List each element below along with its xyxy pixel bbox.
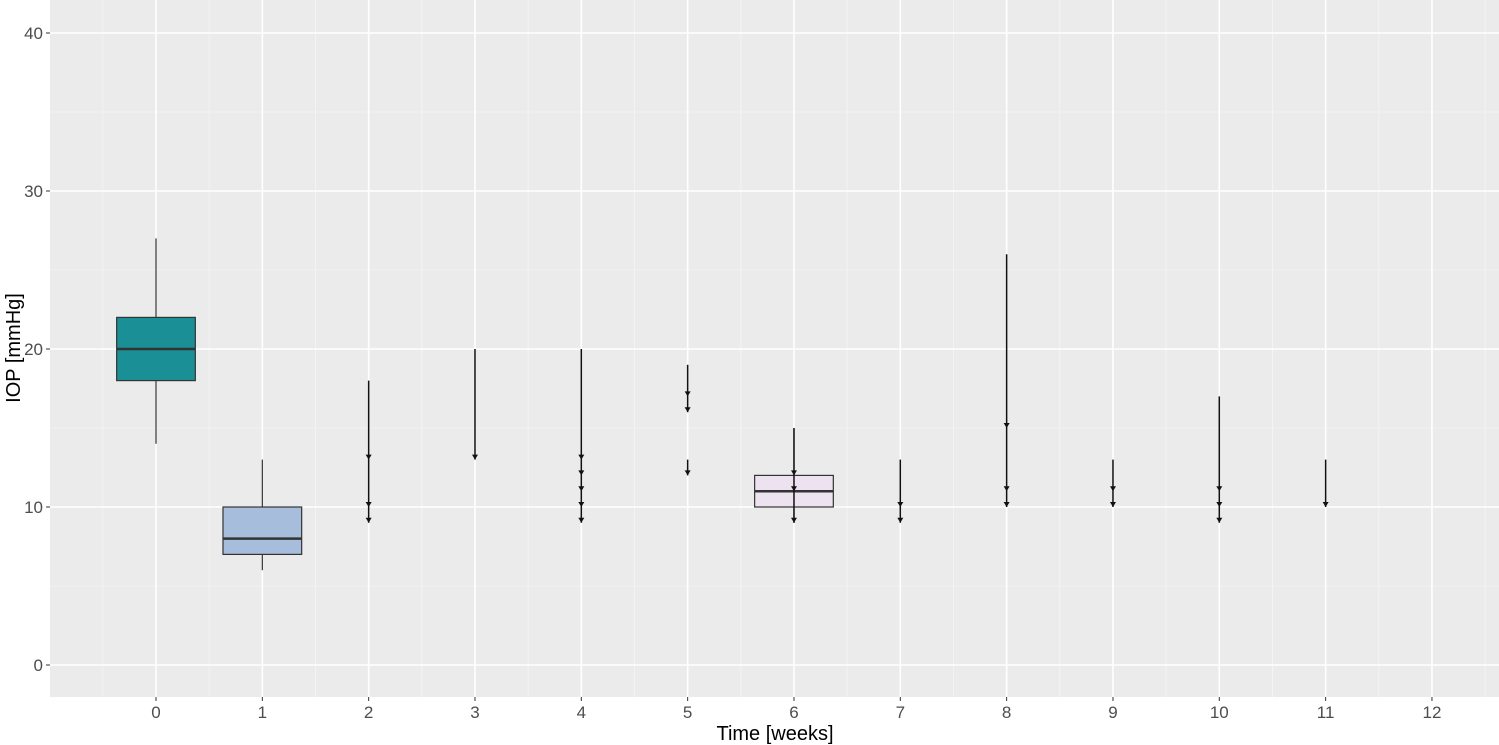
- y-axis-title: IOP [mmHg]: [3, 293, 25, 403]
- arrowhead: [578, 470, 585, 476]
- arrowhead: [578, 517, 585, 523]
- arrowhead: [790, 486, 797, 492]
- x-tick-label: 6: [789, 703, 798, 722]
- y-tick-label: 10: [24, 498, 43, 517]
- arrowhead: [1109, 486, 1116, 492]
- arrowhead: [578, 502, 585, 507]
- arrowhead: [1003, 502, 1010, 507]
- x-tick-label: 4: [577, 703, 586, 722]
- x-tick-label: 5: [683, 703, 692, 722]
- x-tick-label: 12: [1422, 703, 1441, 722]
- arrowhead: [1003, 423, 1010, 428]
- arrowhead: [684, 391, 691, 397]
- gridlines: [50, 0, 1499, 697]
- x-tick-label: 10: [1210, 703, 1229, 722]
- x-tick-label: 2: [364, 703, 373, 722]
- arrowhead: [365, 502, 372, 507]
- y-tick-label: 40: [24, 24, 43, 43]
- x-tick-label: 0: [151, 703, 160, 722]
- y-tick-label: 0: [34, 656, 43, 675]
- arrowhead: [684, 407, 691, 413]
- arrowhead: [790, 517, 797, 523]
- x-tick-label: 7: [896, 703, 905, 722]
- arrowhead: [790, 470, 797, 476]
- arrowhead: [578, 486, 585, 492]
- y-tick-label: 30: [24, 182, 43, 201]
- arrowhead: [1003, 486, 1010, 492]
- arrowhead: [684, 470, 691, 476]
- x-tick-label: 9: [1108, 703, 1117, 722]
- x-tick-label: 8: [1002, 703, 1011, 722]
- x-tick-label: 3: [470, 703, 479, 722]
- arrowhead: [1216, 502, 1223, 507]
- x-tick-label: 11: [1317, 703, 1335, 722]
- arrowhead: [365, 454, 372, 460]
- arrowhead: [578, 454, 585, 460]
- arrowhead: [1216, 486, 1223, 492]
- x-tick-label: 1: [258, 703, 267, 722]
- arrowhead: [471, 454, 478, 460]
- arrowhead: [1322, 502, 1329, 507]
- arrowhead: [365, 517, 372, 523]
- box: [222, 506, 303, 556]
- arrowhead: [1109, 502, 1116, 507]
- x-axis-title: Time [weeks]: [716, 723, 833, 745]
- arrowhead: [1216, 517, 1223, 523]
- arrowhead: [897, 517, 904, 523]
- y-tick-label: 20: [24, 340, 43, 359]
- arrowhead: [897, 502, 904, 507]
- chart-marks: [116, 238, 1329, 571]
